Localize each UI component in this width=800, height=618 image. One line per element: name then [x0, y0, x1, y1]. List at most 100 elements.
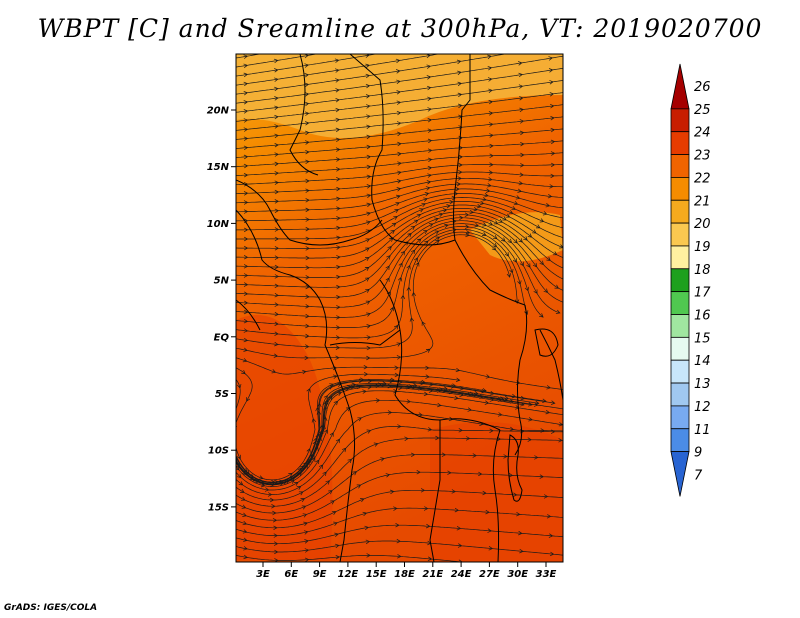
lat-tick-label: 5S	[215, 389, 229, 400]
streamline	[236, 357, 563, 390]
streamline	[236, 127, 563, 160]
streamline	[236, 212, 563, 290]
streamline	[236, 169, 563, 196]
colorbar-swatch	[670, 336, 690, 361]
colorbar-label: 15	[694, 331, 711, 346]
streamline	[236, 424, 563, 503]
colorbar-label: 7	[694, 468, 703, 483]
streamline	[236, 435, 563, 509]
streamline	[236, 389, 563, 488]
streamline	[236, 115, 563, 150]
lat-tick-label: 20N	[207, 106, 230, 117]
lon-tick-label: 24E	[451, 569, 472, 580]
colorbar-label: 20	[694, 217, 711, 232]
streamlines	[230, 45, 563, 562]
streamline	[236, 553, 466, 562]
colorbar-swatch-top-arrow	[670, 63, 690, 110]
colorbar-label: 12	[694, 400, 711, 415]
streamline	[236, 80, 563, 123]
longitude-axis: 3E 6E 9E 12E 15E 18E 21E 24E 27E 30E 33E	[256, 562, 557, 580]
colorbar-label: 24	[694, 126, 711, 141]
wbpt-field-cool-north	[236, 54, 563, 138]
streamline	[236, 381, 540, 485]
streamline	[236, 230, 520, 351]
lat-tick-label: 15S	[208, 502, 229, 513]
streamline	[236, 410, 563, 497]
colorbar-swatch	[670, 428, 690, 453]
lon-tick-label: 12E	[338, 569, 359, 580]
colorbar-label: 25	[694, 103, 711, 118]
colorbar-label: 11	[694, 423, 711, 438]
streamline	[236, 538, 563, 557]
lon-tick-label: 21E	[422, 569, 443, 580]
streamline	[236, 54, 263, 59]
lat-tick-label: EQ	[214, 332, 230, 343]
colorbar-label: 17	[694, 286, 711, 301]
colorbar-swatch	[670, 176, 690, 201]
colorbar-swatch	[670, 108, 690, 133]
streamline	[236, 54, 508, 96]
colorbar-swatch	[670, 199, 690, 224]
latitude-axis: 20N 15N 10N 5N EQ 5S 10S 15S	[207, 106, 236, 513]
lon-tick-label: 27E	[479, 569, 500, 580]
streamline	[236, 92, 563, 132]
streamline	[236, 195, 563, 242]
streamline	[230, 45, 260, 50]
streamline	[236, 522, 563, 546]
streamline	[236, 176, 563, 205]
lat-tick-label: 15N	[207, 162, 230, 173]
colorbar-swatch	[670, 405, 690, 430]
streamline	[236, 139, 563, 169]
colorbar-swatch	[670, 154, 690, 178]
streamline	[236, 215, 563, 300]
lon-tick-label: 18E	[394, 569, 415, 580]
map-panel	[230, 45, 563, 562]
lon-tick-label: 9E	[313, 569, 327, 580]
grads-credit: GrADS: IGES/COLA	[4, 603, 98, 613]
colorbar-swatch	[670, 382, 690, 407]
streamline	[236, 54, 319, 68]
lake-outlines	[507, 328, 559, 502]
lon-tick-label: 15E	[366, 569, 387, 580]
map-frame	[235, 53, 564, 563]
streamline	[236, 506, 563, 538]
colorbar-swatch	[670, 222, 690, 247]
streamline	[236, 383, 563, 485]
colorbar-label: 19	[694, 240, 711, 255]
colorbar-label: 26	[694, 80, 711, 95]
colorbar-label: 14	[694, 354, 711, 369]
streamline	[236, 199, 563, 251]
colorbar-swatch	[670, 291, 690, 315]
colorbar-swatch	[670, 359, 690, 384]
lat-tick-label: 10S	[208, 446, 229, 457]
streamline	[236, 367, 461, 481]
country-borders	[236, 54, 563, 562]
colorbar-label: 9	[694, 446, 702, 461]
colorbar-label: 21	[694, 194, 711, 209]
streamline	[236, 378, 547, 485]
lon-tick-label: 3E	[256, 569, 270, 580]
colorbar: 26 25 24 23 22 21 20 19 18 17 16 15 14 13 12 11 9 7	[670, 63, 711, 497]
streamline	[236, 67, 563, 114]
streamline	[236, 452, 563, 516]
streamline	[236, 232, 512, 361]
colorbar-swatch	[670, 245, 690, 270]
chart-title: WBPT [C] and Sreamline at 300hPa, VT: 20…	[37, 14, 763, 43]
colorbar-label: 23	[694, 149, 711, 164]
streamline	[236, 203, 563, 261]
streamline	[236, 488, 563, 531]
lon-tick-label: 6E	[284, 569, 298, 580]
streamline	[236, 191, 563, 233]
streamline	[236, 378, 556, 485]
colorbar-swatch	[670, 131, 690, 155]
colorbar-label: 18	[694, 263, 711, 278]
streamline	[236, 54, 441, 87]
lat-tick-label: 10N	[207, 219, 230, 230]
streamline	[236, 398, 563, 492]
lat-tick-label: 5N	[214, 276, 230, 287]
colorbar-swatch	[670, 314, 690, 338]
lon-tick-label: 33E	[536, 569, 557, 580]
streamline	[236, 162, 563, 187]
colorbar-swatch-bottom-arrow	[670, 451, 690, 497]
